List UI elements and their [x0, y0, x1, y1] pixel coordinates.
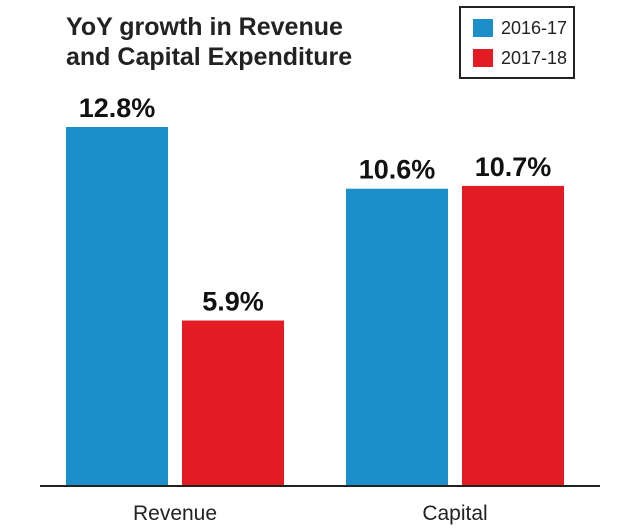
bar-value-capital-2017-18: 10.7% [475, 152, 552, 182]
bar-value-revenue-2017-18: 5.9% [202, 287, 264, 317]
legend-label-2017-18: 2017-18 [501, 47, 568, 68]
bar-value-capital-2016-17: 10.6% [359, 155, 436, 185]
bar-revenue-2017-18 [182, 320, 284, 486]
bar-group [66, 127, 564, 486]
bar-capital-2017-18 [462, 185, 564, 486]
label-group: 12.8% 5.9% Revenue 10.6% 10.7% Capital [79, 93, 552, 525]
legend-swatch-2016-17 [473, 19, 493, 37]
chart-title: YoY growth in Revenue and Capital Expend… [66, 12, 406, 72]
chart-title-line-1: YoY growth in Revenue [66, 13, 343, 41]
category-label-revenue: Revenue [133, 502, 217, 525]
legend-item-2016-17: 2016-17 [473, 18, 567, 38]
bar-capital-2016-17 [346, 188, 448, 486]
legend-label-2016-17: 2016-17 [501, 17, 568, 38]
category-label-capital: Capital [422, 502, 487, 525]
chart-legend: 2016-17 2017-18 [459, 6, 575, 79]
legend-swatch-2017-18 [473, 49, 493, 67]
legend-item-2017-18: 2017-18 [473, 48, 567, 68]
bar-value-revenue-2016-17: 12.8% [79, 93, 156, 123]
chart-title-line-2: and Capital Expenditure [66, 43, 353, 71]
bar-revenue-2016-17 [66, 127, 168, 486]
